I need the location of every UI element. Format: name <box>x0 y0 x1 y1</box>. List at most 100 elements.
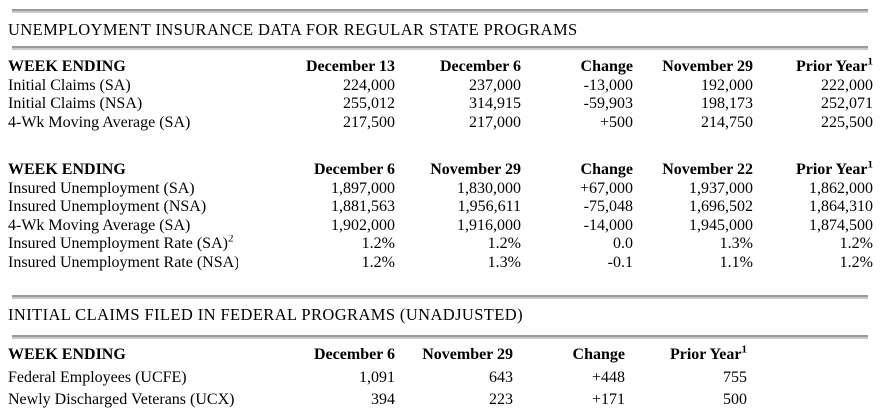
value-cell: 223 <box>489 391 513 409</box>
value-cell: 255,012 <box>343 95 395 113</box>
horizontal-rule-under-state-title <box>12 46 868 50</box>
value-cell: 1,956,611 <box>457 198 521 216</box>
section-title-federal-programs: INITIAL CLAIMS FILED IN FEDERAL PROGRAMS… <box>8 305 523 324</box>
value-cell: 1.2% <box>361 235 395 253</box>
column-header: November 22 <box>662 161 753 179</box>
value-cell: 1.3% <box>719 235 753 253</box>
value-cell: -13,000 <box>583 76 633 94</box>
value-cell: 252,071 <box>821 95 873 113</box>
value-cell: 1,696,502 <box>689 198 753 216</box>
column-header: Prior Year1 <box>669 344 748 364</box>
value-cell: -75,048 <box>583 198 633 216</box>
value-cell: 1,881,563 <box>331 198 395 216</box>
table-row: Insured Unemployment Rate (NSA)2 1.2% 1.3%… <box>8 254 873 273</box>
table-state-insured-unemployment: WEEK ENDING December 6 November 29 Change No… <box>8 161 873 272</box>
value-cell: 217,500 <box>343 113 395 131</box>
value-cell: 643 <box>489 368 513 386</box>
value-cell: 1.1% <box>719 253 753 271</box>
value-cell: 0.0 <box>613 235 633 253</box>
value-cell: -59,903 <box>583 95 633 113</box>
value-cell: 1,874,500 <box>809 216 873 234</box>
value-cell: 224,000 <box>343 76 395 94</box>
table-row: Initial Claims (NSA) 255,012 314,915 -59,90… <box>8 95 873 114</box>
row-label: Insured Unemployment Rate (NSA)2 <box>8 253 238 271</box>
value-cell: +448 <box>591 368 625 386</box>
row-label: Newly Discharged Veterans (UCX) <box>8 391 235 409</box>
column-header: Prior Year1 <box>753 58 873 77</box>
column-header: Change <box>580 58 633 76</box>
week-ending-header: WEEK ENDING <box>8 161 126 179</box>
row-label: Initial Claims (SA) <box>8 76 131 94</box>
table-row: Insured Unemployment (SA) 1,897,000 1,830,… <box>8 180 873 199</box>
value-cell: 1.3% <box>487 253 521 271</box>
column-header: Change <box>572 346 625 364</box>
row-label: Insured Unemployment (SA) <box>8 179 195 197</box>
week-ending-header: WEEK ENDING <box>8 58 126 76</box>
table-row: 4-Wk Moving Average (SA) 1,902,000 1,916,0… <box>8 217 873 236</box>
value-cell: 1,945,000 <box>689 216 753 234</box>
value-cell: 1,937,000 <box>689 179 753 197</box>
superscript-footnote: 1 <box>867 161 874 171</box>
row-label: Initial Claims (NSA) <box>8 95 143 113</box>
value-cell: 755 <box>723 368 747 386</box>
value-cell: 225,500 <box>821 113 873 131</box>
value-cell: 1,864,310 <box>809 198 873 216</box>
horizontal-rule-above-federal-title <box>12 295 868 299</box>
table-row: Insured Unemployment (NSA) 1,881,563 1,956… <box>8 198 873 217</box>
value-cell: -0.1 <box>607 253 633 271</box>
row-label: 4-Wk Moving Average (SA) <box>8 216 191 234</box>
value-cell: +67,000 <box>579 179 633 197</box>
value-cell: 1.2% <box>839 235 873 253</box>
value-cell: 198,173 <box>701 95 753 113</box>
table-header-row: WEEK ENDING December 13 December 6 Change No… <box>8 58 873 77</box>
value-cell: 1,091 <box>359 368 395 386</box>
column-header: November 29 <box>430 161 521 179</box>
superscript-footnote: 2 <box>227 235 234 245</box>
value-cell: 214,750 <box>701 113 753 131</box>
value-cell: 314,915 <box>469 95 521 113</box>
value-cell: 237,000 <box>469 76 521 94</box>
value-cell: 1,902,000 <box>331 216 395 234</box>
superscript-footnote: 1 <box>867 58 874 68</box>
table-federal-initial-claims: WEEK ENDING December 6 November 29 Change Pr… <box>8 344 747 412</box>
value-cell: 1,897,000 <box>331 179 395 197</box>
table-row: Newly Discharged Veterans (UCX) 394 223 +17… <box>8 389 747 412</box>
value-cell: 1.2% <box>839 253 873 271</box>
value-cell: 394 <box>371 391 395 409</box>
table-row: Federal Employees (UCFE) 1,091 643 +448 755 <box>8 367 747 390</box>
row-label: Federal Employees (UCFE) <box>8 368 187 386</box>
row-label: Insured Unemployment (NSA) <box>8 198 207 216</box>
value-cell: 222,000 <box>821 76 873 94</box>
value-cell: 217,000 <box>469 113 521 131</box>
value-cell: 1,862,000 <box>809 179 873 197</box>
table-header-row: WEEK ENDING December 6 November 29 Change No… <box>8 161 873 180</box>
value-cell: 192,000 <box>701 76 753 94</box>
value-cell: -14,000 <box>583 216 633 234</box>
table-row: Initial Claims (SA) 224,000 237,000 -13,000… <box>8 77 873 96</box>
value-cell: 500 <box>723 391 747 409</box>
value-cell: 1.2% <box>361 253 395 271</box>
row-label: Insured Unemployment Rate (SA)2 <box>8 235 238 254</box>
column-header: December 6 <box>314 346 395 364</box>
column-header: Change <box>580 161 633 179</box>
row-label: 4-Wk Moving Average (SA) <box>8 113 191 131</box>
column-header: Prior Year1 <box>753 161 873 180</box>
horizontal-rule-top <box>12 9 868 13</box>
section-title-state-programs: UNEMPLOYMENT INSURANCE DATA FOR REGULAR … <box>8 20 578 39</box>
column-header: December 6 <box>314 161 395 179</box>
superscript-footnote: 1 <box>741 344 748 356</box>
value-cell: +171 <box>591 391 625 409</box>
table-row: 4-Wk Moving Average (SA) 217,500 217,000 +5… <box>8 114 873 133</box>
value-cell: 1.2% <box>487 235 521 253</box>
column-header: November 29 <box>662 58 753 76</box>
table-row: Insured Unemployment Rate (SA)2 1.2% 1.2% 0… <box>8 235 873 254</box>
horizontal-rule-under-federal-title <box>12 335 868 339</box>
column-header: December 13 <box>306 58 395 76</box>
column-header: November 29 <box>422 346 513 364</box>
value-cell: 1,830,000 <box>457 179 521 197</box>
table-header-row: WEEK ENDING December 6 November 29 Change Pr… <box>8 344 747 367</box>
column-header: December 6 <box>440 58 521 76</box>
week-ending-header: WEEK ENDING <box>8 346 126 364</box>
table-state-initial-claims: WEEK ENDING December 13 December 6 Change No… <box>8 58 873 132</box>
